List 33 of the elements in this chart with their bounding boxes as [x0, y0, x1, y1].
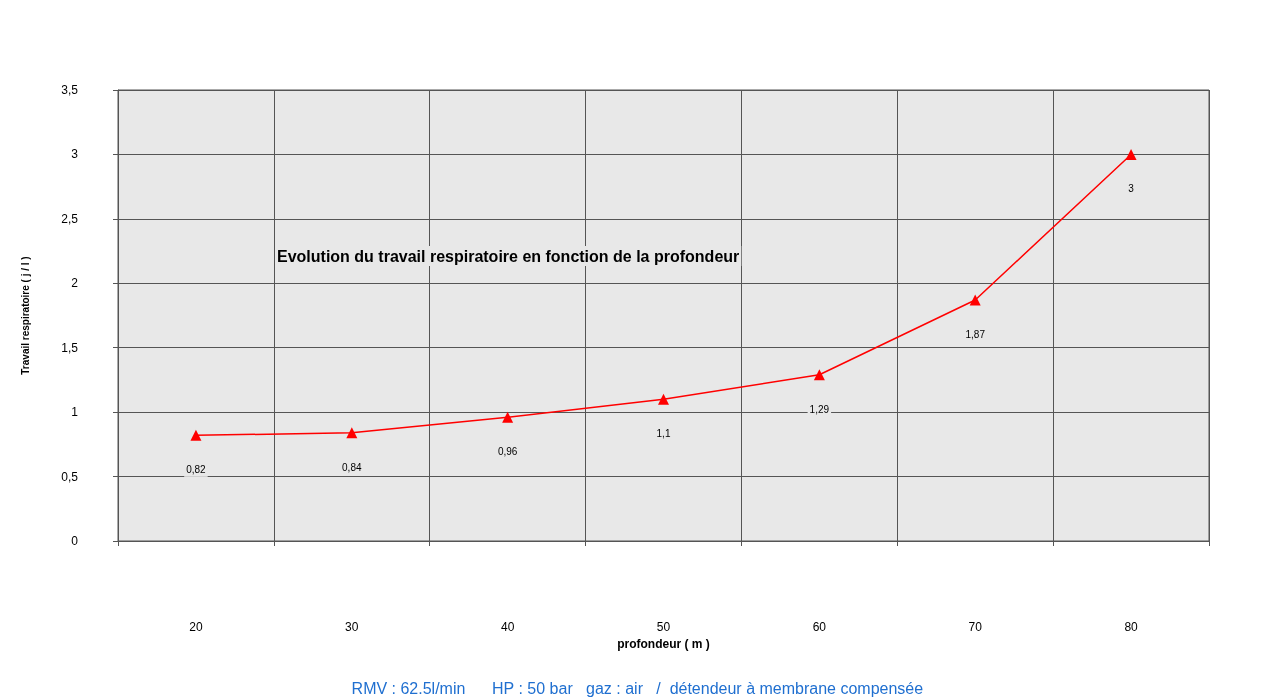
y-tick-label: 3,5 — [61, 83, 79, 97]
data-label: 3 — [1128, 183, 1135, 195]
x-tick-label: 50 — [656, 620, 671, 634]
y-tick-label: 3 — [71, 147, 79, 162]
data-label: 1,29 — [809, 403, 830, 415]
point — [813, 369, 825, 381]
point — [502, 411, 514, 423]
point — [190, 429, 202, 441]
point — [346, 427, 358, 439]
y-axis-title: Travail respiratoire ( j / l ) — [19, 256, 31, 375]
text: RMV : 62.5l/min HP : 50 bar gaz : air / détendeur à membrane compensée — [351, 679, 924, 697]
x-tick-label: 20 — [189, 620, 203, 634]
y-tick-label: 0,5 — [61, 469, 79, 484]
point — [658, 393, 669, 405]
text: Evolution du travail respiratoire en fonction de la profondeur — [277, 247, 740, 265]
data-label: 0,84 — [342, 461, 362, 473]
data-label: 1,1 — [656, 428, 671, 440]
y-tick-label: 1 — [71, 405, 79, 420]
y-tick-label: 2,5 — [61, 211, 79, 226]
y-tick-label: 0 — [71, 534, 79, 548]
x-tick-label: 70 — [968, 620, 983, 634]
data-label: 1,87 — [965, 329, 986, 341]
x-tick-label: 60 — [812, 620, 827, 634]
x-tick-label: 80 — [1124, 620, 1139, 634]
point — [969, 294, 981, 306]
data-label: 0,82 — [186, 464, 207, 476]
x-tick-label: 40 — [500, 620, 515, 634]
point — [1125, 148, 1137, 160]
y-tick-label: 2 — [71, 276, 79, 291]
x-tick-label: 30 — [345, 620, 359, 634]
data-label: 0,96 — [497, 446, 518, 458]
y-tick-label: 1,5 — [61, 340, 79, 355]
x-axis-title: profondeur ( m ) — [617, 636, 710, 651]
